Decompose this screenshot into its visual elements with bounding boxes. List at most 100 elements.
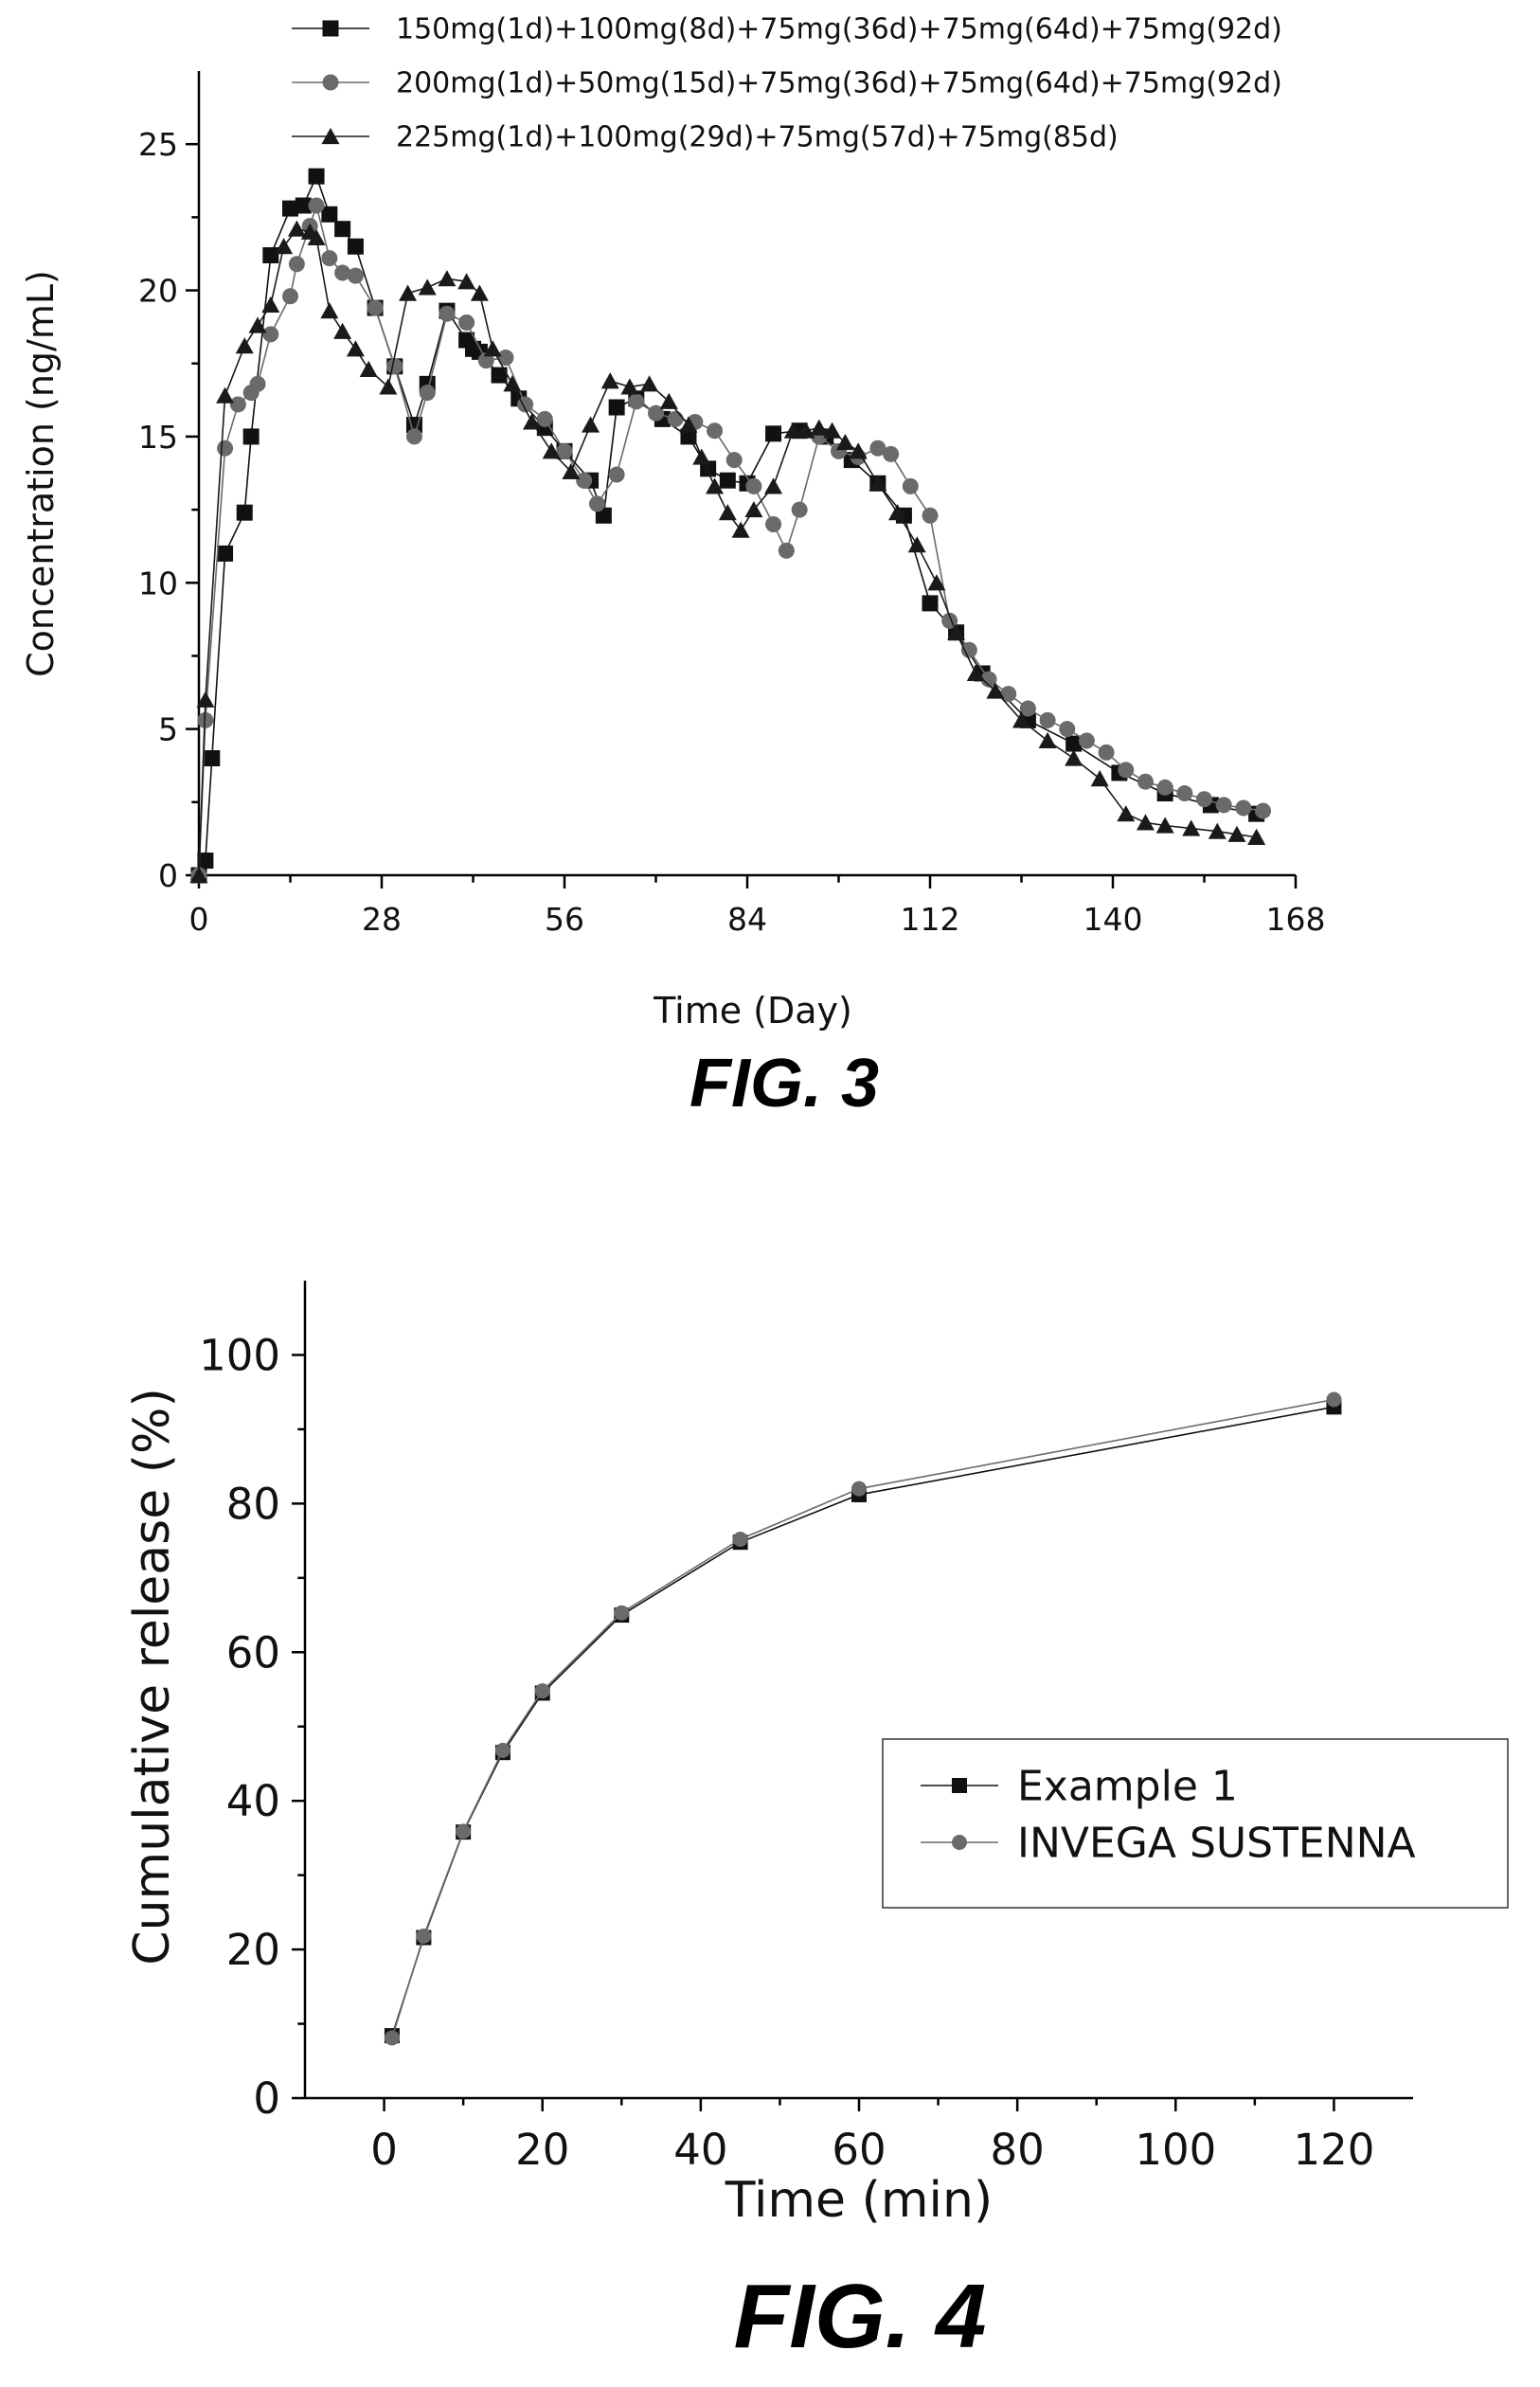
fig3-series-2-point bbox=[745, 477, 762, 494]
fig3-y-axis-label: Concentration (ng/mL) bbox=[20, 270, 62, 677]
fig3-series-2-point bbox=[1235, 799, 1252, 817]
fig3-series-3-point bbox=[1065, 749, 1083, 766]
fig3-series-2-point bbox=[386, 358, 403, 375]
fig3-series-1-point bbox=[282, 200, 298, 217]
fig3-series-2-point bbox=[308, 197, 325, 214]
fig3-series-2-point bbox=[791, 501, 808, 518]
fig3-series-2-point bbox=[334, 264, 351, 281]
fig4-series-2-point bbox=[416, 1928, 432, 1944]
fig3-series-2-point bbox=[439, 305, 456, 322]
fig3-series-2-point bbox=[197, 711, 214, 728]
fig4-series-2-point bbox=[1326, 1391, 1342, 1408]
fig3-series-3-point bbox=[1012, 711, 1030, 728]
fig3-series-3-point bbox=[438, 270, 457, 287]
fig3-series-2-point bbox=[667, 410, 684, 427]
fig3-series-3-point bbox=[235, 337, 254, 354]
fig3-series-group bbox=[189, 168, 1272, 884]
fig3-caption: FIG. 3 bbox=[689, 1046, 879, 1122]
fig3-x-tick-label: 168 bbox=[1266, 901, 1326, 938]
fig3-series-3-point bbox=[196, 691, 215, 708]
fig3-series-3-point bbox=[620, 378, 639, 395]
fig3-series-1-point bbox=[197, 852, 214, 870]
fig3-series-3-point bbox=[275, 238, 294, 255]
fig3-series-3-point bbox=[287, 220, 306, 237]
fig3-series-1-point bbox=[719, 472, 736, 489]
fig4-x-tick-label: 40 bbox=[673, 2125, 727, 2175]
fig3-series-3-point bbox=[248, 316, 267, 333]
fig3-series-3-point bbox=[947, 623, 966, 640]
fig3-series-1-point bbox=[204, 750, 221, 767]
fig4-y-axis-label: Cumulative release (%) bbox=[124, 1388, 181, 1965]
fig3-series-3-point bbox=[1038, 731, 1057, 749]
fig3-series-2-point bbox=[347, 267, 364, 284]
fig3-series-3-point bbox=[797, 422, 815, 439]
fig3-series-3-point bbox=[1208, 822, 1227, 839]
fig3-series-2-point bbox=[576, 472, 593, 489]
fig3-legend: 150mg(1d)+100mg(8d)+75mg(36d)+75mg(64d)+… bbox=[292, 13, 1282, 154]
fig3-y-tick-label: 20 bbox=[138, 273, 178, 310]
fig3-series-2-point bbox=[1039, 711, 1056, 728]
fig3-series-2-point bbox=[883, 445, 900, 462]
fig3-series-2-point bbox=[922, 507, 939, 524]
fig3-series-2-point bbox=[1137, 773, 1154, 790]
fig3-series-2-point bbox=[1255, 802, 1272, 819]
fig3-series-3-point bbox=[216, 386, 235, 404]
fig3-series-1-point bbox=[765, 425, 782, 442]
fig3-series-1-point bbox=[922, 595, 939, 612]
fig3-series-1-point bbox=[700, 460, 717, 477]
fig4-y-tick-label: 40 bbox=[226, 1776, 280, 1826]
fig3-series-3-point bbox=[189, 866, 208, 884]
fig3-series-3-point bbox=[1136, 814, 1155, 831]
fig3-series-2-point bbox=[1196, 791, 1212, 808]
fig3-legend-label: 225mg(1d)+100mg(29d)+75mg(57d)+75mg(85d) bbox=[396, 121, 1119, 154]
fig4-series-2-point bbox=[494, 1742, 510, 1758]
fig3-series-3-point bbox=[718, 504, 737, 521]
fig3-series-3-point bbox=[744, 501, 763, 518]
fig3-series-2-point bbox=[405, 428, 422, 445]
fig3-series-1-point bbox=[321, 206, 338, 223]
fig4-x-axis-label: Time (min) bbox=[725, 2172, 993, 2229]
fig3-y-tick-label: 5 bbox=[158, 711, 178, 748]
fig4-x-tick-label: 120 bbox=[1293, 2125, 1374, 2175]
fig3-series-3-point bbox=[562, 462, 581, 480]
fig4-x-tick-label: 0 bbox=[370, 2125, 398, 2175]
fig3-x-tick-label: 0 bbox=[189, 901, 209, 938]
fig3-series-3-point bbox=[470, 284, 489, 301]
fig4-y-tick-label: 60 bbox=[226, 1627, 280, 1678]
fig3-x-tick-label: 28 bbox=[362, 901, 402, 938]
fig3-series-2-point bbox=[321, 250, 338, 267]
fig3-series-3-point bbox=[659, 392, 678, 409]
fig3-series-3-point bbox=[1182, 819, 1201, 836]
fig3-series-3-point bbox=[986, 682, 1005, 699]
fig4-series-2-point bbox=[384, 2030, 400, 2046]
fig4-series-2-point bbox=[456, 1823, 472, 1840]
fig4-series-2-point bbox=[614, 1605, 630, 1621]
fig3-x-tick-label: 140 bbox=[1083, 901, 1143, 938]
fig3-series-3-point bbox=[640, 375, 659, 392]
fig3-series-2-point bbox=[262, 326, 279, 343]
fig3-series-2-point bbox=[419, 385, 436, 402]
fig3-series-1-point bbox=[334, 221, 351, 238]
fig3-y-tick-label: 15 bbox=[138, 419, 178, 456]
fig4-legend-marker bbox=[952, 1778, 967, 1793]
fig3-series-2-point bbox=[902, 477, 919, 494]
fig3-chart: 0 28 56 84 112 140 168 0 5 10 15 20 25 150mg(1d)+100… bbox=[20, 13, 1326, 1122]
fig3-series-2-point bbox=[458, 314, 475, 332]
fig3-series-1-point bbox=[608, 399, 625, 416]
fig3-series-3-point bbox=[835, 434, 854, 451]
fig3-series-3-point bbox=[523, 413, 542, 430]
fig3-series-3-point bbox=[907, 536, 926, 553]
fig4-x-tick-label: 100 bbox=[1135, 2125, 1216, 2175]
fig3-x-axis-label: Time (Day) bbox=[653, 990, 852, 1032]
fig3-series-2-point bbox=[707, 422, 724, 440]
fig3-series-1-point bbox=[262, 246, 279, 263]
fig3-series-2-point bbox=[367, 299, 384, 316]
fig3-series-2-point bbox=[628, 393, 645, 410]
fig4-legend: Example 1 INVEGA SUSTENNA bbox=[882, 1738, 1509, 1909]
fig3-y-tick-label: 0 bbox=[158, 857, 178, 894]
fig3-series-3-point bbox=[1155, 817, 1174, 834]
fig4-caption: FIG. 4 bbox=[734, 2266, 987, 2367]
fig3-series-2-point bbox=[536, 410, 553, 427]
fig3-series-2-point bbox=[288, 256, 305, 273]
